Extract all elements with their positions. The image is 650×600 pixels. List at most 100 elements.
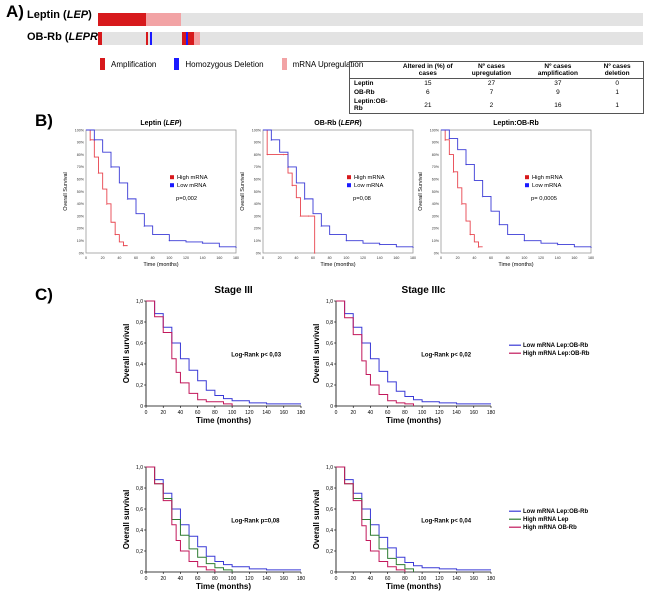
x-tick-label: 120	[435, 576, 444, 582]
x-tick-label: 180	[233, 256, 239, 260]
y-tick-label: 20%	[254, 227, 262, 231]
censor-mark: +	[448, 136, 451, 141]
y-tick-label: 90%	[77, 141, 85, 145]
y-axis-label: Overall Survival	[63, 172, 69, 211]
y-tick-label: 0,8	[136, 486, 143, 492]
x-axis-label: Time (months)	[196, 416, 251, 425]
chart-title: Stage IIIc	[402, 285, 446, 296]
y-tick-label: 0,2	[326, 549, 333, 555]
censor-mark: +	[287, 164, 290, 169]
x-tick-label: 40	[294, 256, 298, 260]
censor-mark: +	[412, 244, 415, 249]
x-tick-label: 140	[452, 410, 461, 416]
x-axis-label: Time (months)	[386, 416, 441, 425]
x-tick-label: 100	[418, 410, 427, 416]
track-label-obrb-gene: LEPR	[68, 31, 98, 43]
censor-mark: +	[110, 164, 113, 169]
track-label-obrb-prefix: OB-Rb (	[27, 31, 69, 43]
table-cell: 37	[554, 80, 562, 87]
legend-label: Low mRNA Lep:OB-Rb	[523, 509, 588, 515]
y-tick-label: 30%	[77, 214, 85, 218]
mrna-upregulation-block-leptin	[146, 13, 181, 26]
x-tick-label: 120	[245, 410, 254, 416]
x-tick-label: 100	[521, 256, 527, 260]
x-tick-label: 20	[160, 410, 166, 416]
censor-mark: +	[291, 183, 294, 188]
table-header: Altered in (%) of cases	[397, 61, 459, 79]
series-line-low-mrna	[263, 129, 413, 248]
series-line-low-mrna	[86, 129, 236, 248]
x-tick-label: 80	[212, 576, 218, 582]
plot-frame	[85, 129, 237, 254]
x-tick-label: 140	[377, 256, 383, 260]
table-cell: 1	[615, 101, 619, 109]
x-tick-label: 20	[278, 256, 282, 260]
chart-title: OB-Rb (LEPR)	[314, 120, 361, 127]
table-cell: 0	[615, 80, 619, 87]
y-tick-label: 0,8	[136, 320, 143, 326]
censor-mark: +	[461, 201, 464, 206]
x-tick-label: 160	[470, 576, 479, 582]
censor-mark: +	[345, 238, 348, 243]
y-tick-label: 0	[140, 570, 143, 576]
x-axis-label: Time (months)	[196, 582, 251, 591]
table-header: Nº cases upregulation	[458, 61, 525, 79]
table-cell: 27	[487, 80, 496, 87]
x-tick-label: 100	[166, 256, 172, 260]
table-cell: 2	[489, 101, 494, 109]
y-tick-label: 0%	[79, 251, 85, 255]
x-tick-label: 60	[195, 410, 201, 416]
censor-mark: +	[477, 244, 480, 249]
y-tick-label: 0,2	[326, 383, 333, 389]
series-line-low-mrna-lep-ob-rb	[336, 466, 491, 571]
y-tick-label: 1,0	[136, 465, 143, 471]
censor-mark: +	[320, 223, 323, 228]
x-tick-label: 60	[489, 256, 493, 260]
x-tick-label: 140	[262, 576, 271, 582]
y-tick-label: 100%	[430, 128, 440, 132]
legend-swatch	[525, 175, 529, 180]
km-chart-leptin-obrb: Leptin:OB-Rb 0 20 40 60 80 100 120 140 160 180 0% 10…	[418, 120, 594, 268]
series-line-low-mrna-lep-ob-rb	[146, 466, 301, 571]
censor-mark: +	[266, 152, 269, 157]
x-tick-label: 160	[280, 576, 289, 582]
plot-frame	[262, 129, 414, 254]
y-tick-label: 50%	[254, 190, 262, 194]
censor-mark: +	[126, 196, 129, 201]
table-cell: 7	[489, 89, 494, 96]
log-rank-annotation: Log-Rank p< 0,04	[421, 519, 472, 525]
y-tick-label: 20%	[77, 227, 85, 231]
panel-a-label: A)	[6, 2, 24, 21]
legend-label: High mRNA	[177, 175, 208, 181]
km-chart-leptin: Leptin (LEP) 0 20 40 60 80 100 120 140 160 180 0% 10…	[63, 120, 239, 268]
y-tick-label: 50%	[77, 190, 85, 194]
oncoprint-legend: Amplification Homozygous Deletion mRNA U…	[100, 58, 381, 70]
x-tick-label: 120	[360, 256, 366, 260]
y-tick-label: 0,2	[136, 383, 143, 389]
y-axis-label: Overall survival	[312, 490, 321, 550]
track-label-leptin-prefix: Leptin (	[27, 9, 67, 21]
censor-mark: +	[308, 214, 311, 219]
y-tick-label: 70%	[432, 165, 440, 169]
chart-title: Leptin (LEP)	[140, 120, 181, 127]
y-tick-label: 0,4	[326, 362, 333, 368]
y-axis-label: Overall survival	[122, 490, 131, 550]
x-tick-label: 20	[160, 576, 166, 582]
x-tick-label: 120	[245, 576, 254, 582]
upregulation-swatch	[281, 58, 287, 70]
series-line-high-mrna-lep-ob-rb	[146, 300, 233, 406]
y-tick-label: 0,6	[326, 507, 333, 513]
x-tick-label: 160	[470, 410, 479, 416]
y-tick-label: 0,4	[136, 528, 143, 534]
x-axis-label: Time (months)	[498, 262, 533, 268]
table-header: Nº cases amplification	[524, 61, 592, 79]
x-tick-label: 40	[472, 256, 476, 260]
y-tick-label: 0,2	[136, 549, 143, 555]
y-tick-label: 0	[330, 404, 333, 410]
y-tick-label: 70%	[254, 165, 262, 169]
legend-label: High mRNA	[532, 175, 563, 181]
amplification-block-obrb-3	[182, 32, 194, 45]
censor-mark: +	[114, 232, 117, 237]
legend-label: High mRNA OB-Rb	[523, 525, 577, 531]
series-line-high-mrna-lep-ob-rb	[336, 300, 414, 406]
